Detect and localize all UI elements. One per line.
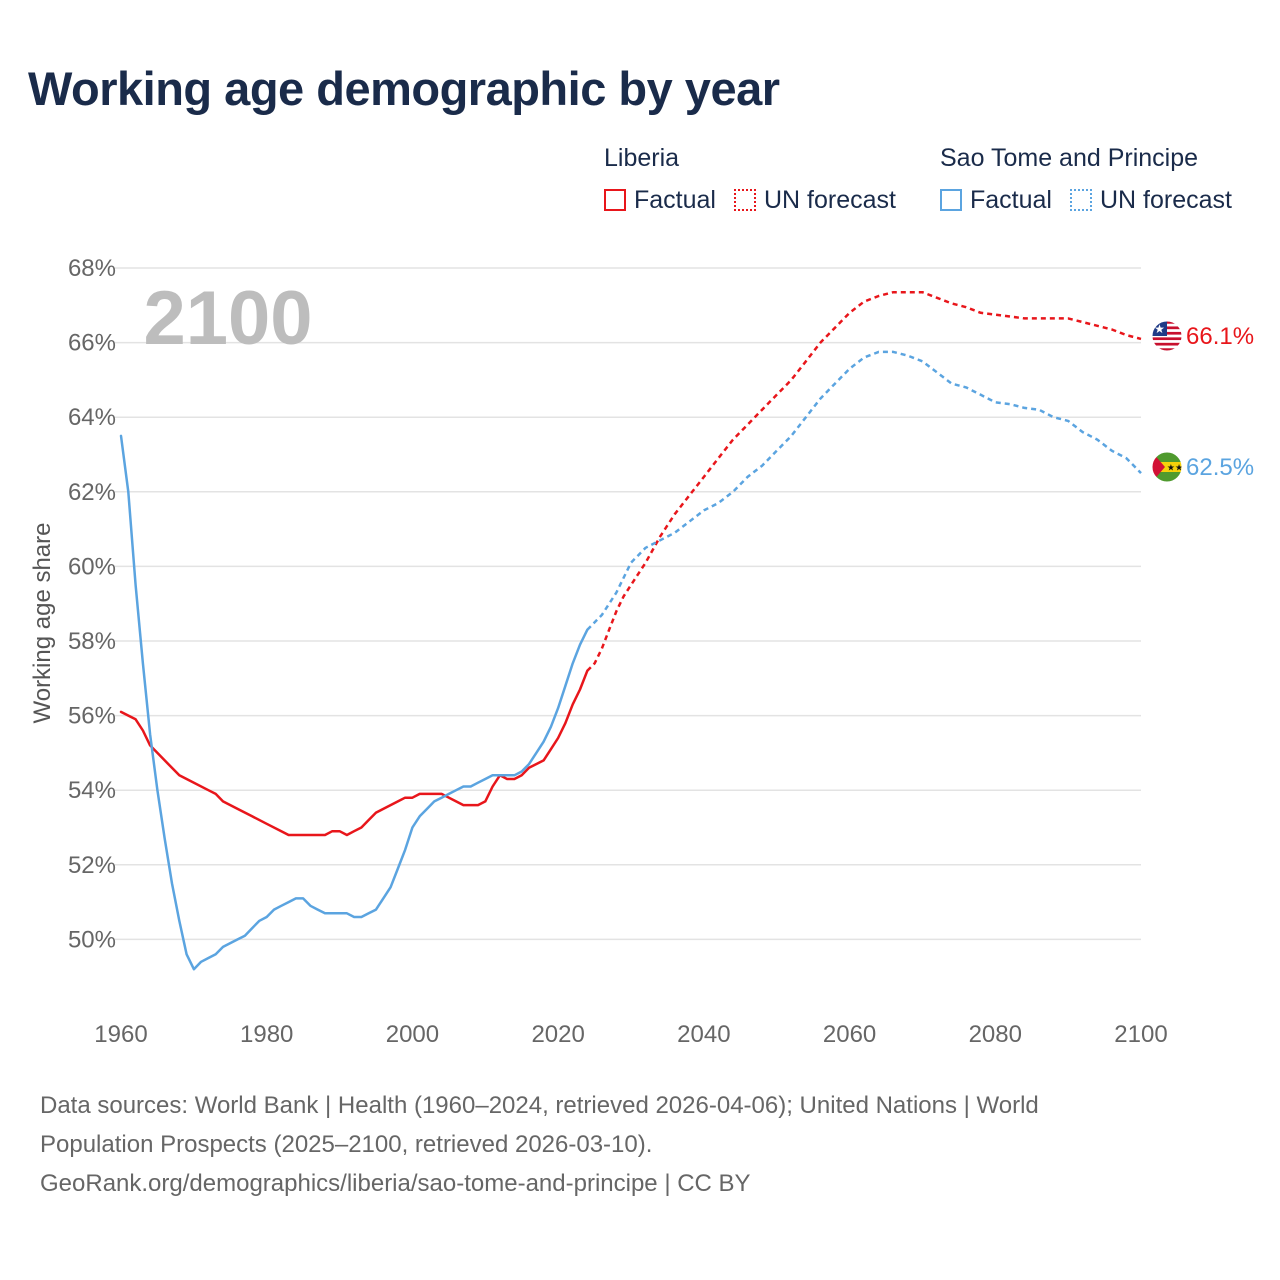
y-axis-label: Working age share [29, 523, 56, 724]
sao-tome-forecast-line[interactable] [586, 350, 1142, 631]
svg-text:★★: ★★ [1167, 464, 1183, 474]
legend-group-name-liberia: Liberia [604, 144, 680, 172]
y-tick-label: 66% [68, 330, 116, 357]
x-tick-label: 1980 [240, 1021, 293, 1048]
footer-sources-line-1: Data sources: World Bank | Health (1960–… [40, 1092, 1039, 1119]
flag-ring [1151, 451, 1183, 483]
y-tick-label: 50% [68, 926, 116, 953]
footer: Data sources: World Bank | Health (1960–… [40, 1086, 1220, 1203]
x-tick-label: 2080 [969, 1021, 1022, 1048]
y-tick-label: 56% [68, 703, 116, 730]
y-tick-label: 68% [68, 255, 116, 282]
y-tick-label: 62% [68, 479, 116, 506]
x-tick-label: 2040 [677, 1021, 730, 1048]
solid-swatch-icon [604, 189, 626, 211]
legend-item-sao-tome-forecast[interactable]: UN forecast [1069, 184, 1232, 216]
series-layer [119, 290, 1142, 971]
y-tick-label: 54% [68, 777, 116, 804]
sao-tome-end-value-label: 62.5% [1186, 454, 1254, 481]
liberia-factual-line[interactable] [119, 669, 589, 837]
x-axis-ticks: 1960 1980 2000 2020 2040 2060 2080 2100 [94, 1021, 1167, 1048]
legend-label: UN forecast [763, 186, 896, 214]
liberia-flag-icon: ★ [1152, 321, 1182, 351]
x-tick-label: 2000 [386, 1021, 439, 1048]
legend-liberia: Liberia Factual UN forecast [604, 142, 896, 216]
y-tick-label: 60% [68, 553, 116, 580]
svg-text:★: ★ [1154, 322, 1165, 336]
solid-swatch-icon [940, 189, 962, 211]
line-chart: 50% 52% 54% 56% 58% 60% 62% 64% 66% 68% 1960 1980 2… [29, 255, 1254, 1048]
legend-item-sao-tome-factual[interactable]: Factual [940, 184, 1052, 216]
y-tick-label: 58% [68, 628, 116, 655]
footer-sources-line-2: Population Prospects (2025–2100, retriev… [40, 1131, 653, 1158]
legend-label: Factual [970, 186, 1052, 214]
sao-tome-and-principe-flag-icon: ★★ [1152, 452, 1183, 482]
year-watermark: 2100 [143, 276, 312, 361]
legend-item-liberia-factual[interactable]: Factual [604, 184, 716, 216]
chart-title: Working age demographic by year [28, 62, 780, 115]
liberia-end-value-label: 66.1% [1186, 323, 1254, 350]
legend-group-name-sao-tome: Sao Tome and Principe [940, 144, 1199, 172]
x-tick-label: 2060 [823, 1021, 876, 1048]
sao-tome-factual-line[interactable] [119, 434, 589, 971]
x-tick-label: 1960 [94, 1021, 147, 1048]
footer-attribution[interactable]: GeoRank.org/demographics/liberia/sao-tom… [40, 1170, 751, 1197]
legend-item-liberia-forecast[interactable]: UN forecast [733, 184, 896, 216]
end-markers: ★ 66.1% ★★ 62.5% [1151, 320, 1254, 483]
flag-ring [1151, 320, 1183, 352]
gridlines [115, 267, 1141, 941]
y-tick-label: 64% [68, 404, 116, 431]
legend-label: UN forecast [1099, 186, 1232, 214]
x-tick-label: 2100 [1114, 1021, 1167, 1048]
y-axis-ticks: 50% 52% 54% 56% 58% 60% 62% 64% 66% 68% [68, 255, 116, 953]
x-tick-label: 2020 [531, 1021, 584, 1048]
legend-label: Factual [634, 186, 716, 214]
liberia-forecast-line[interactable] [586, 290, 1142, 672]
dotted-swatch-icon [1069, 189, 1092, 211]
dotted-swatch-icon [733, 189, 756, 211]
legend-sao-tome: Sao Tome and Principe Factual UN forecas… [940, 142, 1232, 216]
y-tick-label: 52% [68, 852, 116, 879]
